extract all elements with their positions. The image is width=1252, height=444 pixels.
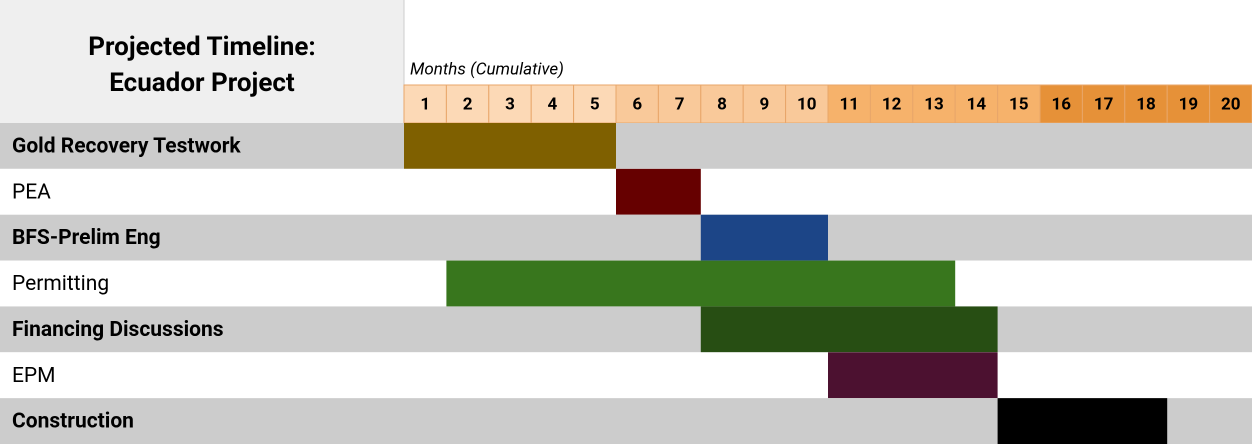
month-cell — [1124, 84, 1168, 124]
task-label: Gold Recovery Testwork — [12, 134, 241, 158]
month-label: 1 — [420, 94, 430, 114]
month-label: 8 — [717, 94, 727, 114]
month-label: 14 — [967, 94, 987, 114]
row-band — [0, 214, 1252, 261]
month-label: 18 — [1136, 94, 1156, 114]
row-band — [0, 352, 1252, 399]
month-cell — [403, 84, 447, 124]
month-cell — [1166, 84, 1211, 124]
month-label: 5 — [590, 94, 600, 114]
month-cell — [742, 84, 787, 124]
month-label: 2 — [463, 94, 473, 114]
task-bar — [997, 398, 1168, 444]
month-label: 15 — [1009, 94, 1029, 114]
month-cell — [488, 84, 532, 124]
month-cell — [615, 84, 659, 124]
task-bar — [700, 306, 998, 353]
task-label: Construction — [12, 410, 134, 434]
title-cell — [0, 0, 404, 123]
month-label: 12 — [882, 94, 902, 114]
task-bar — [446, 260, 956, 307]
row-band — [0, 306, 1252, 353]
task-bar — [616, 168, 701, 215]
task-label: Permitting — [12, 272, 109, 296]
task-label: EPM — [12, 364, 56, 388]
row-band — [0, 123, 1252, 169]
month-label: 6 — [632, 94, 642, 114]
month-cell — [827, 84, 871, 124]
month-label: 16 — [1051, 94, 1071, 114]
month-label: 11 — [839, 94, 859, 114]
month-cell — [785, 84, 829, 124]
task-bar — [828, 352, 998, 399]
month-label: 19 — [1179, 94, 1199, 114]
x-axis-label: Months (Cumulative) — [410, 59, 564, 79]
task-label: PEA — [12, 180, 51, 204]
month-cell — [530, 84, 575, 124]
month-label: 4 — [548, 94, 558, 114]
task-label: BFS-Prelim Eng — [12, 226, 161, 250]
task-bar — [700, 214, 828, 261]
title-line: Projected Timeline: — [88, 32, 315, 62]
month-cell — [869, 84, 914, 124]
month-label: 13 — [924, 94, 944, 114]
task-bar — [404, 123, 616, 169]
month-label: 10 — [797, 94, 817, 114]
month-label: 9 — [760, 94, 770, 114]
month-label: 20 — [1221, 94, 1241, 114]
month-cell — [954, 84, 999, 124]
task-label: Financing Discussions — [12, 318, 224, 342]
month-label: 3 — [505, 94, 515, 114]
title-line: Ecuador Project — [109, 68, 295, 98]
month-label: 17 — [1094, 94, 1114, 114]
month-label: 7 — [675, 94, 685, 114]
month-cell — [1209, 84, 1252, 124]
